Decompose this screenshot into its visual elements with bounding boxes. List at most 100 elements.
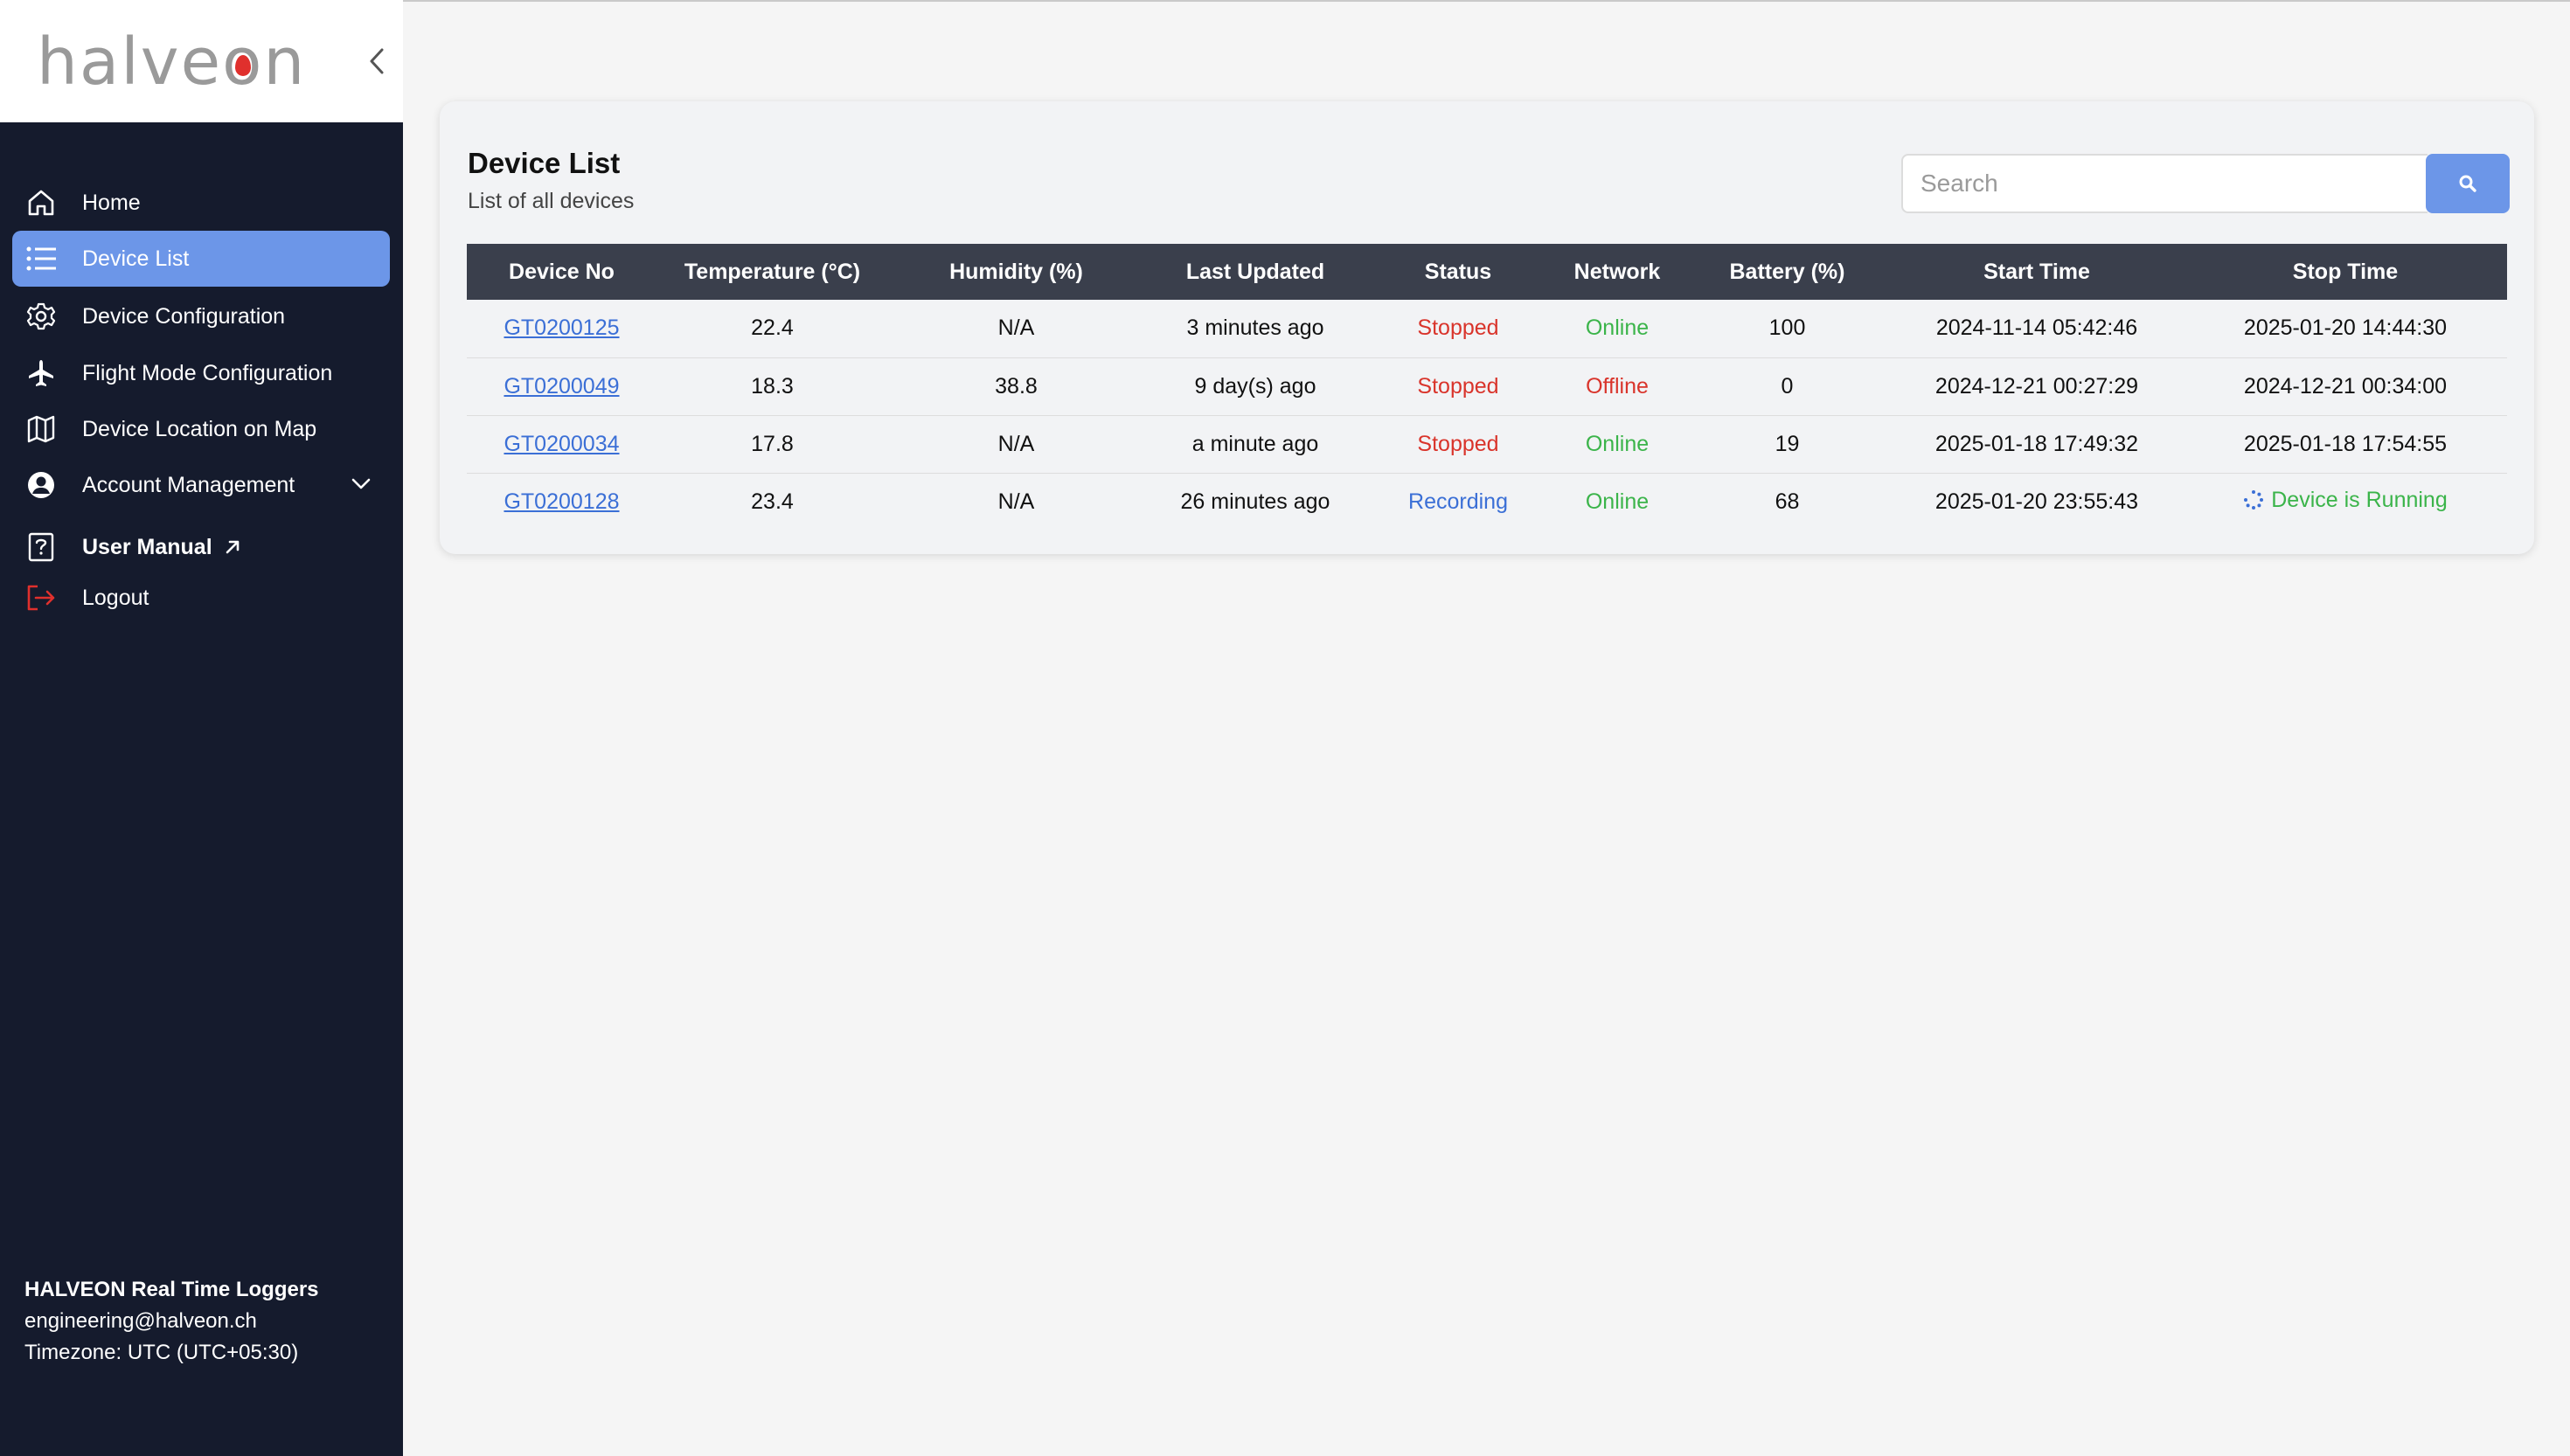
- sidebar: halveon Home Device List Device Configur…: [0, 0, 403, 1456]
- network-cell: Online: [1585, 315, 1650, 341]
- list-icon: [12, 231, 70, 287]
- network-cell: Online: [1585, 489, 1650, 514]
- start-time-cell: 2025-01-18 17:49:32: [1934, 431, 2139, 456]
- app-logo[interactable]: halveon: [37, 24, 307, 100]
- chevron-left-icon: [370, 48, 384, 74]
- home-icon: [12, 175, 70, 231]
- table-row[interactable]: GT0200034 17.8 N/A a minute ago Stopped …: [467, 415, 2507, 473]
- temperature-cell: 23.4: [751, 489, 794, 514]
- device-no-cell: GT0200034: [467, 415, 656, 473]
- column-header-start-time[interactable]: Start Time: [1983, 259, 2090, 284]
- sidebar-footer: HALVEON Real Time Loggers engineering@ha…: [24, 1274, 319, 1369]
- column-header-network[interactable]: Network: [1573, 259, 1661, 284]
- search-bar: [1901, 154, 2510, 213]
- battery-cell: 19: [1775, 431, 1800, 456]
- search-button[interactable]: [2426, 154, 2510, 213]
- gear-icon: [12, 288, 70, 344]
- page-subtitle: List of all devices: [468, 189, 635, 213]
- logo-bar: halveon: [0, 0, 403, 122]
- logout-icon: [12, 570, 70, 626]
- running-label: Device is Running: [2271, 487, 2448, 512]
- start-time-cell: 2024-12-21 00:27:29: [1934, 373, 2139, 399]
- humidity-cell: N/A: [997, 489, 1035, 514]
- table-row[interactable]: GT0200128 23.4 N/A 26 minutes ago Record…: [467, 473, 2507, 530]
- collapse-sidebar-button[interactable]: [361, 45, 392, 77]
- status-cell: Stopped: [1417, 315, 1499, 341]
- device-no-cell: GT0200128: [467, 473, 656, 530]
- humidity-cell: N/A: [997, 315, 1035, 341]
- running-indicator: Device is Running: [2243, 488, 2448, 513]
- stop-time-cell: 2025-01-20 14:44:30: [2243, 315, 2448, 341]
- table-row[interactable]: GT0200049 18.3 38.8 9 day(s) ago Stopped…: [467, 357, 2507, 415]
- sidebar-item-label: Device Configuration: [82, 303, 286, 329]
- network-cell: Offline: [1586, 373, 1649, 399]
- start-time-cell: 2025-01-20 23:55:43: [1934, 489, 2139, 514]
- sidebar-item-account-management[interactable]: Account Management: [12, 457, 390, 513]
- humidity-cell: 38.8: [995, 373, 1038, 399]
- device-link[interactable]: GT0200125: [504, 315, 620, 341]
- search-icon: [2459, 175, 2476, 192]
- start-time-cell: 2024-11-14 05:42:46: [1935, 315, 2138, 341]
- status-cell: Stopped: [1417, 431, 1499, 456]
- column-header-status[interactable]: Status: [1424, 259, 1492, 284]
- column-header-device-no[interactable]: Device No: [509, 259, 615, 284]
- search-input[interactable]: [1901, 154, 2428, 213]
- sidebar-item-label: Account Management: [82, 472, 295, 497]
- sidebar-item-label: Logout: [82, 585, 149, 610]
- table-row[interactable]: GT0200125 22.4 N/A 3 minutes ago Stopped…: [467, 300, 2507, 357]
- battery-cell: 100: [1768, 315, 1806, 341]
- user-circle-icon: [12, 457, 70, 513]
- airplane-icon: [12, 345, 70, 401]
- table-header-row: Device No Temperature (°C) Humidity (%) …: [467, 244, 2507, 300]
- temperature-cell: 18.3: [751, 373, 794, 399]
- external-link-icon: [223, 537, 242, 557]
- chevron-down-icon: [350, 473, 372, 502]
- network-cell: Online: [1585, 431, 1650, 456]
- stop-time-cell: 2025-01-18 17:54:55: [2243, 431, 2448, 456]
- manual-icon: [12, 519, 70, 575]
- humidity-cell: N/A: [997, 431, 1035, 456]
- sidebar-item-device-configuration[interactable]: Device Configuration: [12, 288, 390, 344]
- column-header-battery[interactable]: Battery (%): [1729, 259, 1845, 284]
- device-table: Device No Temperature (°C) Humidity (%) …: [467, 244, 2507, 530]
- temperature-cell: 22.4: [751, 315, 794, 341]
- page-title: Device List: [468, 147, 621, 179]
- sidebar-item-device-location-on-map[interactable]: Device Location on Map: [12, 401, 390, 457]
- sidebar-item-logout[interactable]: Logout: [12, 570, 390, 626]
- sidebar-item-label: Home: [82, 190, 141, 215]
- device-link[interactable]: GT0200128: [504, 489, 620, 514]
- footer-email: engineering@halveon.ch: [24, 1309, 257, 1333]
- column-header-stop-time[interactable]: Stop Time: [2292, 259, 2399, 284]
- map-icon: [12, 401, 70, 457]
- stop-time-cell: 2024-12-21 00:34:00: [2243, 373, 2448, 399]
- sidebar-item-label: Device List: [82, 246, 190, 271]
- column-header-last-updated[interactable]: Last Updated: [1185, 259, 1325, 284]
- spinner-icon: [2244, 490, 2264, 510]
- device-no-cell: GT0200125: [467, 300, 656, 357]
- footer-brand: HALVEON Real Time Loggers: [24, 1278, 319, 1301]
- device-list-card: Device List List of all devices Device N…: [440, 101, 2534, 554]
- sidebar-item-device-list[interactable]: Device List: [12, 231, 390, 287]
- last-updated-cell: a minute ago: [1191, 431, 1319, 456]
- status-cell: Stopped: [1417, 373, 1499, 399]
- column-header-temperature[interactable]: Temperature (°C): [684, 259, 861, 284]
- status-cell: Recording: [1408, 489, 1508, 514]
- sidebar-item-user-manual[interactable]: User Manual: [12, 519, 390, 575]
- top-divider: [403, 0, 2570, 2]
- sidebar-item-flight-mode-configuration[interactable]: Flight Mode Configuration: [12, 345, 390, 401]
- last-updated-cell: 9 day(s) ago: [1194, 373, 1316, 399]
- device-no-cell: GT0200049: [467, 357, 656, 415]
- sidebar-item-label: Flight Mode Configuration: [82, 360, 333, 385]
- battery-cell: 0: [1781, 373, 1794, 399]
- sidebar-item-label: Device Location on Map: [82, 416, 317, 441]
- last-updated-cell: 26 minutes ago: [1180, 489, 1330, 514]
- device-link[interactable]: GT0200034: [504, 431, 620, 456]
- device-link[interactable]: GT0200049: [504, 373, 620, 399]
- last-updated-cell: 3 minutes ago: [1186, 315, 1324, 341]
- temperature-cell: 17.8: [751, 431, 794, 456]
- footer-timezone: Timezone: UTC (UTC+05:30): [24, 1341, 299, 1364]
- sidebar-item-home[interactable]: Home: [12, 175, 390, 231]
- stop-time-cell: Device is Running: [2184, 473, 2507, 530]
- column-header-humidity[interactable]: Humidity (%): [949, 259, 1083, 284]
- sidebar-item-label: User Manual: [82, 534, 212, 559]
